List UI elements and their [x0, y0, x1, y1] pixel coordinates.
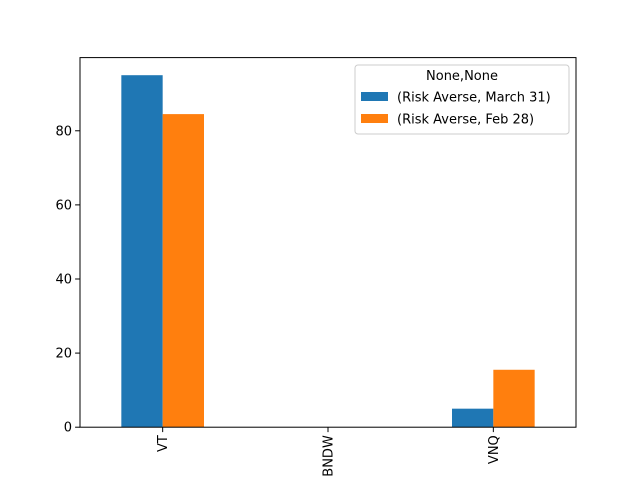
bars-layer — [121, 75, 535, 428]
x-tick-label-vnq: VNQ — [487, 435, 502, 464]
y-tick-label: 20 — [55, 347, 72, 362]
bar-vnq-series-0 — [452, 408, 494, 428]
legend-swatch-0 — [361, 92, 388, 101]
axes-frame — [79, 57, 577, 428]
y-tick-label: 60 — [55, 198, 72, 213]
x-axis: VT BNDW VNQ — [156, 427, 502, 477]
legend: None,None (Risk Averse, March 31)(Risk A… — [354, 64, 570, 135]
legend-label-1: (Risk Averse, Feb 28) — [397, 113, 534, 128]
x-tick-label-bndw: BNDW — [322, 435, 337, 477]
legend-box — [354, 64, 570, 135]
y-tick-label: 0 — [64, 421, 72, 436]
bar-vt-series-0 — [121, 75, 163, 428]
legend-swatch-1 — [361, 114, 388, 123]
bar-vnq-series-1 — [493, 369, 535, 428]
y-tick-label: 80 — [55, 124, 72, 139]
bar-vt-series-1 — [162, 114, 204, 428]
y-axis: 0 20 40 60 80 — [55, 124, 80, 436]
y-tick-label: 40 — [55, 272, 72, 287]
legend-label-0: (Risk Averse, March 31) — [397, 91, 551, 106]
x-tick-label-vt: VT — [156, 435, 171, 452]
legend-entries: (Risk Averse, March 31) (Risk Averse, Feb… — [361, 91, 551, 128]
legend-title: None,None — [426, 69, 498, 84]
